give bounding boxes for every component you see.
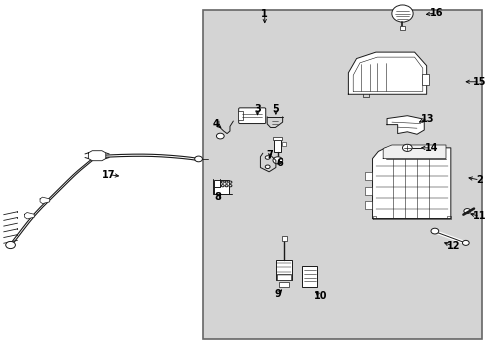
Polygon shape — [347, 52, 426, 94]
Text: 7: 7 — [266, 150, 273, 160]
Polygon shape — [372, 148, 450, 219]
Text: 12: 12 — [446, 241, 459, 251]
Bar — [365, 187, 371, 195]
Circle shape — [228, 181, 231, 183]
Text: 11: 11 — [472, 211, 486, 221]
Bar — [365, 172, 371, 180]
Circle shape — [216, 133, 224, 139]
Circle shape — [463, 208, 469, 213]
Bar — [274, 140, 281, 152]
Circle shape — [430, 228, 438, 234]
Bar — [273, 138, 282, 140]
Bar — [302, 266, 316, 287]
Bar — [238, 111, 243, 120]
Text: 2: 2 — [475, 175, 482, 185]
Polygon shape — [40, 197, 50, 203]
Circle shape — [264, 156, 269, 159]
Circle shape — [224, 185, 227, 187]
Text: 6: 6 — [275, 158, 282, 168]
Bar — [281, 237, 286, 241]
Circle shape — [402, 144, 411, 152]
Circle shape — [6, 242, 15, 249]
Circle shape — [224, 181, 227, 183]
Bar — [399, 26, 405, 30]
Text: 17: 17 — [102, 170, 115, 180]
Polygon shape — [88, 151, 105, 161]
Text: 3: 3 — [254, 104, 261, 113]
Text: 8: 8 — [214, 192, 221, 202]
Text: 13: 13 — [420, 113, 433, 123]
Bar — [422, 74, 428, 85]
Text: 14: 14 — [424, 143, 437, 153]
Text: 16: 16 — [428, 8, 442, 18]
Circle shape — [194, 156, 202, 162]
Circle shape — [228, 185, 231, 187]
Circle shape — [221, 181, 224, 183]
FancyBboxPatch shape — [238, 108, 265, 123]
Polygon shape — [24, 212, 34, 219]
Bar — [277, 274, 290, 280]
Bar — [281, 143, 285, 146]
Bar — [278, 282, 289, 287]
Text: 4: 4 — [212, 118, 219, 129]
Text: 10: 10 — [313, 291, 326, 301]
Circle shape — [272, 157, 282, 164]
Polygon shape — [383, 145, 445, 158]
Bar — [276, 260, 291, 280]
Ellipse shape — [391, 5, 412, 22]
Circle shape — [462, 240, 468, 246]
Text: 15: 15 — [472, 77, 486, 87]
Bar — [214, 180, 229, 194]
Circle shape — [221, 185, 224, 187]
Text: 1: 1 — [261, 9, 267, 19]
Bar — [203, 10, 481, 339]
Polygon shape — [386, 116, 424, 134]
Circle shape — [264, 165, 269, 168]
Text: 9: 9 — [274, 289, 281, 298]
Bar — [365, 201, 371, 209]
Text: 5: 5 — [272, 104, 279, 113]
